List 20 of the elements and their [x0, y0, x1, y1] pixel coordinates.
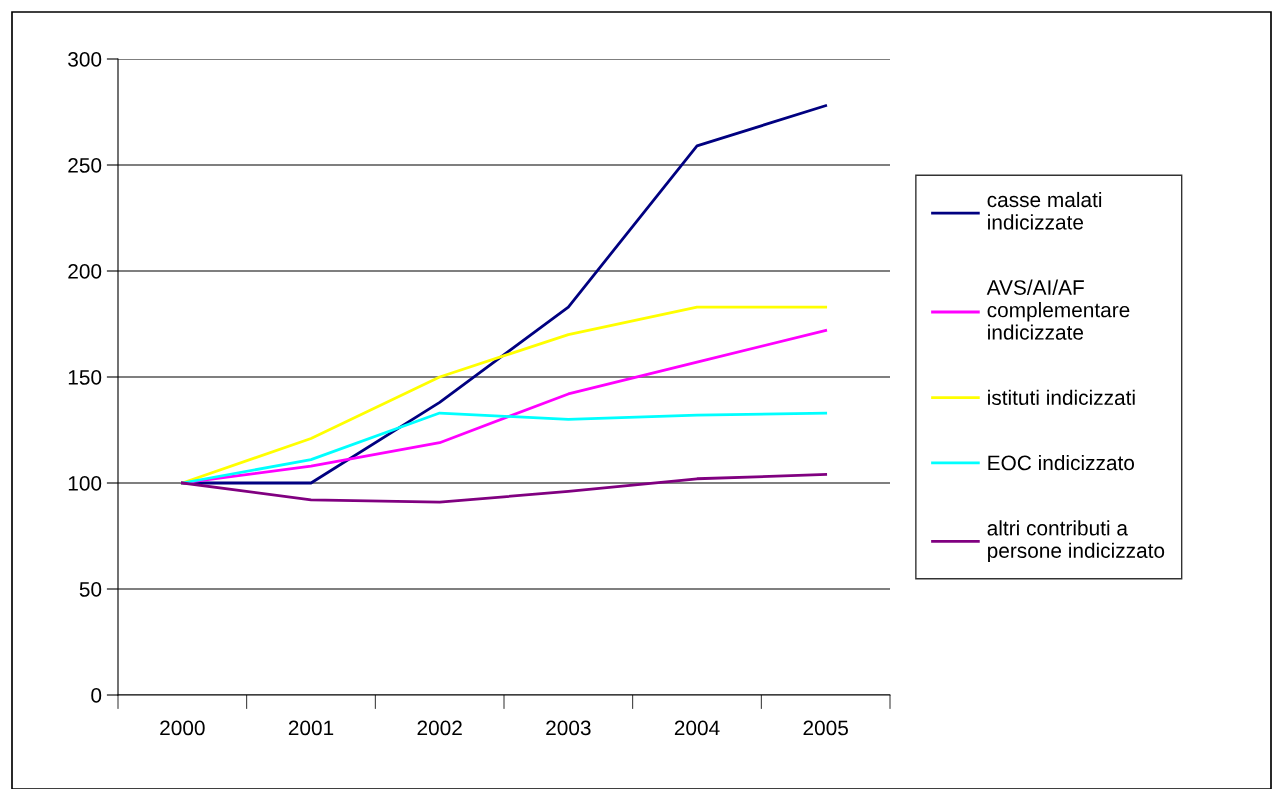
y-tick-label: 200 — [68, 264, 102, 279]
y-tick-label: 0 — [91, 688, 102, 703]
legend-label: altri contributi a persone indicizzato — [987, 520, 1165, 563]
x-tick-label: 2003 — [546, 720, 591, 736]
x-tick-label: 2001 — [288, 720, 334, 736]
x-tick-label: 2002 — [417, 720, 462, 736]
y-tick-label: 100 — [68, 476, 102, 491]
line-series — [180, 473, 828, 504]
legend-label: EOC indicizzato — [988, 454, 1135, 471]
y-tick-label: 300 — [68, 52, 102, 67]
x-tick-label: 2004 — [674, 720, 720, 736]
y-tick-label: 150 — [68, 370, 102, 385]
y-tick-label: 250 — [68, 158, 102, 173]
line-series — [180, 411, 828, 485]
x-tick-label: 2000 — [160, 720, 205, 736]
legend-label: AVS/AI/AF complementare indicizzate — [986, 279, 1130, 340]
legend-label: casse malati indicizzate — [987, 191, 1102, 230]
y-tick-label: 50 — [79, 582, 102, 597]
legend-label: istituti indicizzati — [988, 389, 1135, 406]
x-tick-label: 2005 — [803, 720, 848, 736]
